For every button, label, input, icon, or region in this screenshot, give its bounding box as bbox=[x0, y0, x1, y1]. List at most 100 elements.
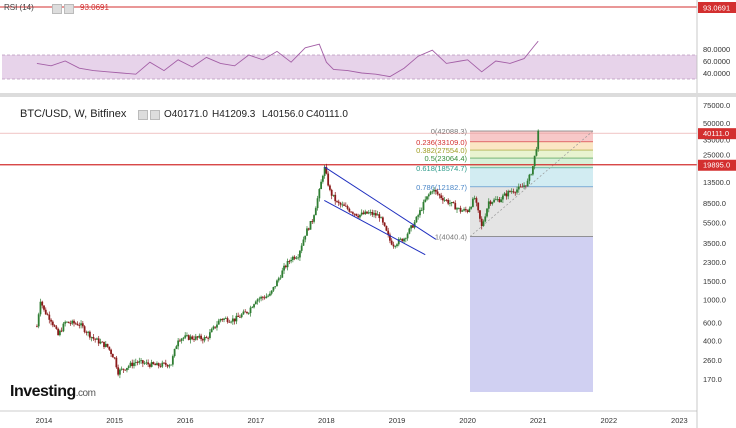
candle-body bbox=[41, 301, 44, 306]
candle-body bbox=[373, 213, 375, 215]
candle-body bbox=[309, 221, 312, 230]
candle-body bbox=[97, 338, 100, 344]
candle-body bbox=[36, 326, 38, 328]
candle-body bbox=[500, 199, 503, 203]
candle-body bbox=[332, 194, 335, 196]
candle-body bbox=[216, 324, 218, 328]
candle-body bbox=[431, 191, 434, 193]
candle-body bbox=[524, 185, 527, 187]
close-icon[interactable] bbox=[150, 110, 160, 120]
candle-body bbox=[159, 365, 162, 367]
candle-body bbox=[507, 191, 510, 197]
candle-body bbox=[73, 320, 75, 324]
investing-logo: Investing.com bbox=[10, 383, 96, 401]
candle-body bbox=[251, 307, 254, 309]
candle-body bbox=[410, 225, 413, 229]
candle-body bbox=[74, 323, 77, 325]
panel-divider bbox=[0, 93, 736, 97]
candle-body bbox=[487, 201, 490, 209]
candle-body bbox=[253, 304, 255, 308]
candle-body bbox=[141, 360, 144, 364]
candle-body bbox=[276, 280, 278, 287]
candle-body bbox=[318, 189, 321, 199]
candle-body bbox=[198, 335, 201, 338]
candle-body bbox=[96, 338, 98, 340]
settings-icon[interactable] bbox=[52, 4, 62, 14]
symbol-title[interactable]: BTC/USD, W, Bitfinex bbox=[20, 108, 127, 120]
candle-body bbox=[209, 332, 211, 339]
candle-body bbox=[99, 341, 102, 344]
candle-body bbox=[120, 368, 123, 370]
candle-body bbox=[480, 218, 483, 226]
candle-body bbox=[124, 369, 127, 371]
candle-body bbox=[43, 305, 45, 310]
candle-body bbox=[92, 336, 95, 339]
candle-body bbox=[283, 265, 285, 271]
candle-body bbox=[161, 362, 164, 367]
candle-body bbox=[314, 208, 317, 216]
candle-body bbox=[168, 365, 171, 367]
rsi-y-tick-label: 60.0000 bbox=[703, 57, 730, 66]
candle-body bbox=[286, 261, 289, 268]
candle-body bbox=[279, 277, 282, 279]
rsi-last-value-label: 93.0691 bbox=[703, 4, 730, 13]
price-y-tick-label: 260.0 bbox=[703, 356, 722, 365]
last-price-box bbox=[698, 128, 736, 140]
candle-body bbox=[295, 257, 298, 259]
candle-body bbox=[350, 211, 353, 213]
candle-body bbox=[90, 336, 93, 338]
price-y-tick-label: 400.0 bbox=[703, 337, 722, 346]
candle-body bbox=[233, 318, 236, 322]
candle-body bbox=[291, 256, 294, 260]
rsi-y-tick-label: 40.0000 bbox=[703, 69, 730, 78]
candle-body bbox=[71, 320, 74, 324]
candle-body bbox=[357, 215, 360, 218]
candle-body bbox=[321, 175, 324, 182]
candle-body bbox=[397, 239, 400, 245]
candle-body bbox=[149, 364, 151, 367]
logo-suffix: .com bbox=[75, 388, 96, 399]
candle-body bbox=[226, 318, 229, 322]
candle-body bbox=[267, 295, 270, 297]
candle-body bbox=[526, 180, 529, 187]
candle-body bbox=[463, 209, 465, 211]
candle-body bbox=[201, 339, 204, 341]
rsi-band bbox=[2, 55, 697, 79]
candle-body bbox=[378, 214, 381, 219]
candle-body bbox=[362, 212, 365, 215]
candle-body bbox=[145, 362, 148, 364]
candle-body bbox=[498, 199, 501, 203]
close-icon[interactable] bbox=[64, 4, 74, 14]
candle-body bbox=[223, 318, 225, 320]
settings-icon[interactable] bbox=[138, 110, 148, 120]
ohlc-low: L40156.0 bbox=[262, 109, 304, 120]
candle-body bbox=[532, 166, 534, 175]
candle-body bbox=[55, 326, 58, 329]
candle-body bbox=[293, 256, 296, 259]
candle-body bbox=[104, 343, 107, 347]
candle-body bbox=[51, 321, 54, 326]
candle-body bbox=[58, 330, 61, 336]
candle-body bbox=[528, 174, 531, 181]
fib-level-label: 0.236(33109.0) bbox=[416, 138, 467, 147]
last-price-label: 40111.0 bbox=[703, 129, 729, 138]
candle-body bbox=[369, 212, 372, 213]
candle-body bbox=[330, 189, 333, 196]
candle-body bbox=[426, 196, 428, 200]
candle-body bbox=[376, 214, 379, 216]
candle-body bbox=[521, 186, 524, 188]
candle-body bbox=[258, 298, 261, 300]
candle-body bbox=[254, 301, 257, 305]
candle-body bbox=[173, 348, 176, 357]
candle-body bbox=[334, 194, 337, 202]
candle-body bbox=[39, 301, 42, 315]
candle-body bbox=[256, 299, 259, 302]
candle-body bbox=[496, 199, 499, 200]
candle-body bbox=[510, 191, 513, 193]
candle-body bbox=[284, 265, 287, 268]
candle-body bbox=[417, 215, 420, 217]
candle-body bbox=[381, 217, 384, 223]
candle-body bbox=[265, 296, 268, 299]
fib-level-label: 0(42088.3) bbox=[431, 127, 468, 136]
